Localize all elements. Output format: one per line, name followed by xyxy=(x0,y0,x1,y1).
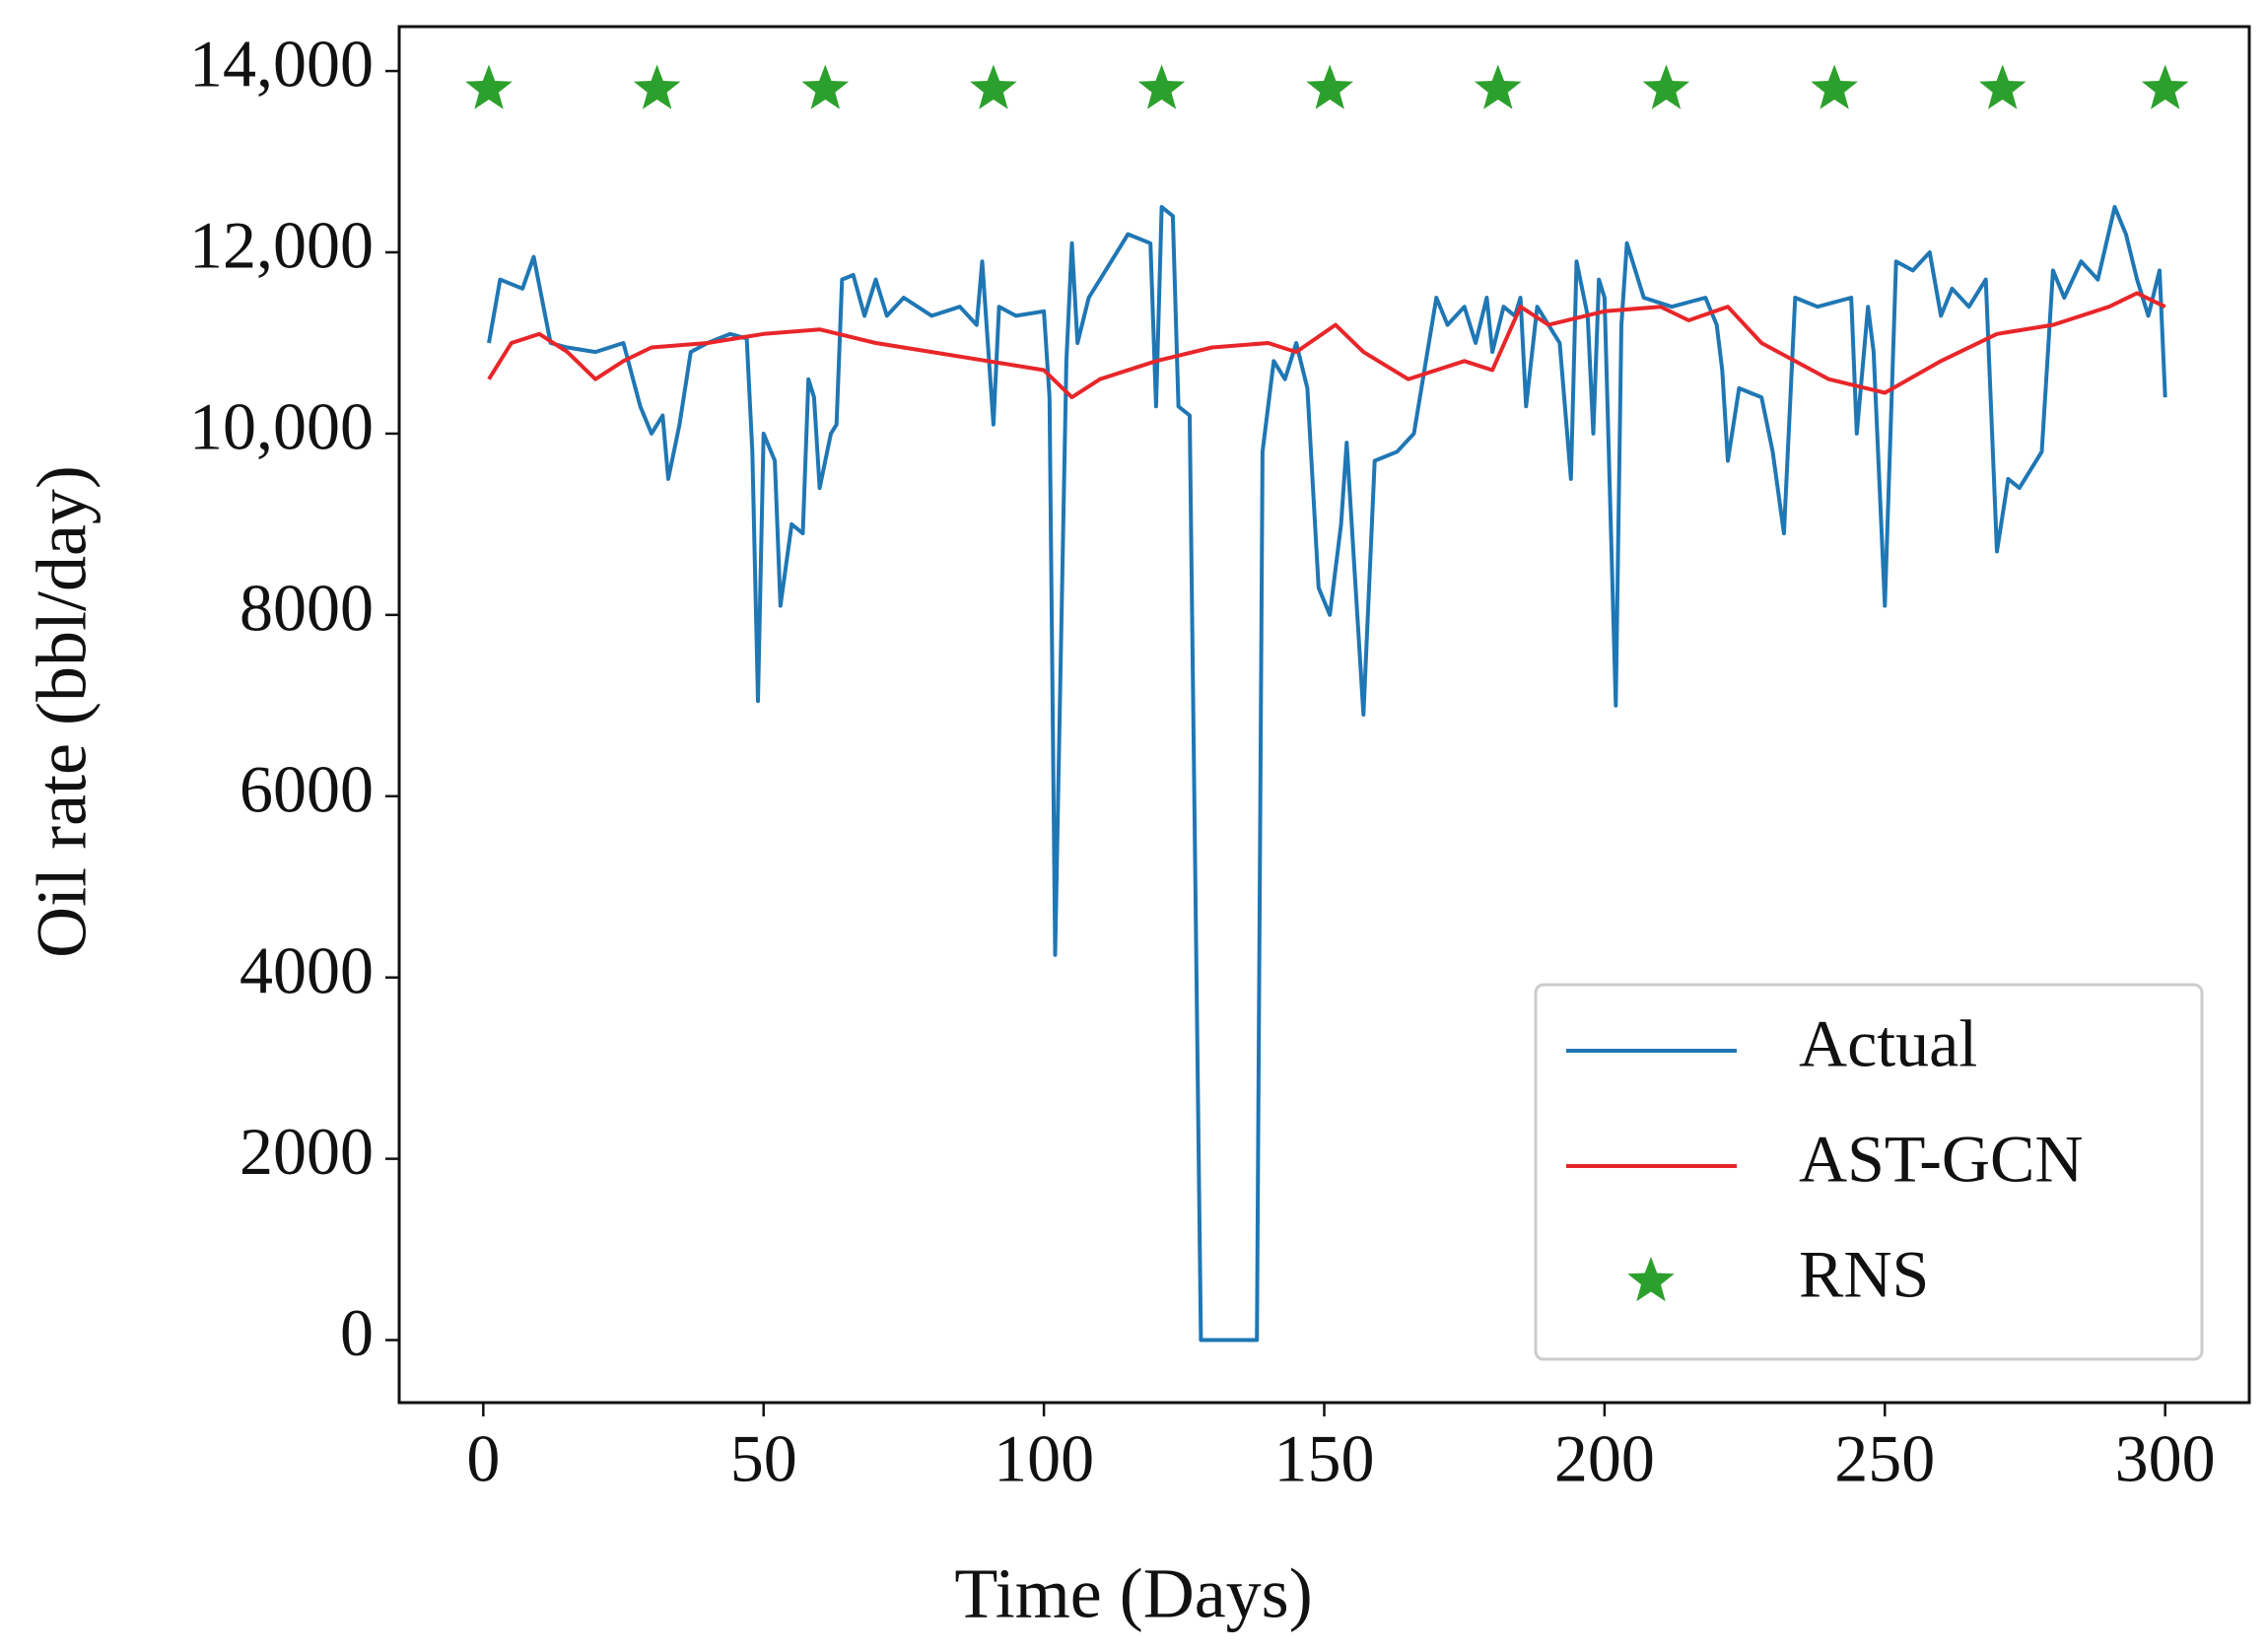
plot-frame xyxy=(397,25,2251,1405)
y-tick-label: 12,000 xyxy=(189,208,374,283)
y-tick-label: 6000 xyxy=(240,751,374,826)
y-tick-label: 4000 xyxy=(240,932,374,1007)
y-tick-label: 0 xyxy=(340,1295,374,1370)
legend-label: Actual xyxy=(1799,1006,1977,1081)
x-tick-label: 300 xyxy=(2115,1421,2216,1496)
x-tick-label: 250 xyxy=(1834,1421,1935,1496)
x-tick-label: 0 xyxy=(466,1421,500,1496)
star-marker xyxy=(801,64,850,109)
legend-marker xyxy=(1627,1257,1675,1302)
x-tick-label: 150 xyxy=(1274,1421,1375,1496)
star-marker xyxy=(633,64,681,109)
star-marker xyxy=(1475,64,1522,109)
x-tick-label: 100 xyxy=(994,1421,1094,1496)
y-axis-title: Oil rate (bbl/day) xyxy=(23,465,102,958)
star-marker xyxy=(1306,64,1353,109)
x-tick-label: 200 xyxy=(1554,1421,1655,1496)
y-tick-label: 14,000 xyxy=(189,27,374,102)
legend-label: RNS xyxy=(1799,1237,1929,1312)
y-tick-label: 10,000 xyxy=(189,389,374,464)
star-marker xyxy=(1642,64,1690,109)
legend-box xyxy=(1534,983,2204,1361)
star-marker xyxy=(2141,64,2189,109)
series-line xyxy=(487,291,2166,400)
x-tick-label: 50 xyxy=(730,1421,797,1496)
star-marker xyxy=(465,64,513,109)
star-marker xyxy=(1811,64,1858,109)
x-axis-title: Time (Days) xyxy=(954,1554,1312,1633)
star-marker xyxy=(1137,64,1186,109)
star-marker xyxy=(1979,64,2027,109)
y-tick-label: 8000 xyxy=(240,570,374,645)
y-tick-label: 2000 xyxy=(240,1114,374,1189)
legend-label: AST-GCN xyxy=(1799,1122,2083,1197)
series-line xyxy=(487,205,2167,1342)
star-marker xyxy=(970,64,1017,109)
